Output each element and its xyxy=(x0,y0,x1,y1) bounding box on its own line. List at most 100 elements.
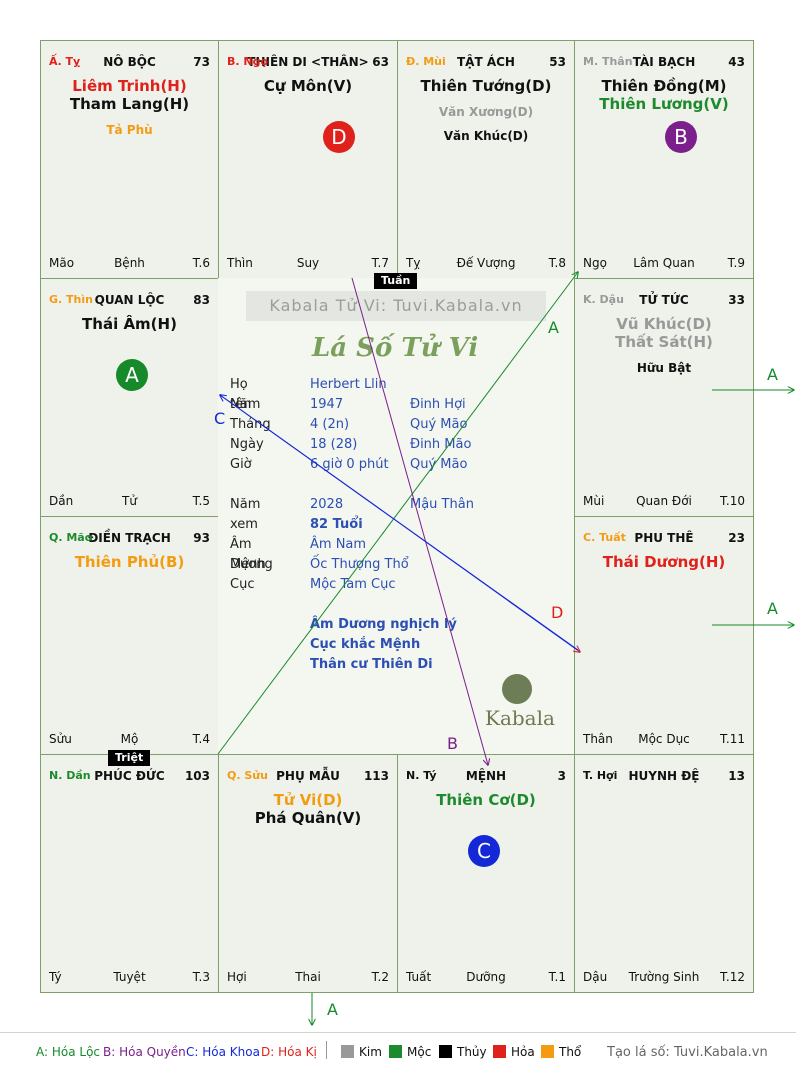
site-banner: Kabala Tử Vi: Tuvi.Kabala.vn xyxy=(246,291,546,321)
info-value: 82 Tuổi xyxy=(310,517,363,532)
tuan-tag: Tuần xyxy=(374,273,418,289)
palace-period: T.1 xyxy=(548,970,566,984)
palace-number: 113 xyxy=(363,769,389,783)
chart-note: Âm Dương nghịch lý xyxy=(310,617,457,632)
star-name: Thiên Cơ(D) xyxy=(436,791,536,809)
chart-note: Cục khắc Mệnh xyxy=(310,637,421,652)
palace-stage: Tuyệt xyxy=(113,970,146,984)
chart-notes: Âm Dương nghịch lý Cục khắc Mệnh Thân cư T… xyxy=(310,615,457,675)
star-name: Hữu Bật xyxy=(636,361,692,375)
info-canchi: Quý Mão xyxy=(410,457,468,472)
kabala-brand: Kabala xyxy=(485,706,555,730)
palace-stage: Bệnh xyxy=(114,256,145,270)
info-value: 1947 xyxy=(310,397,344,412)
info-label: Năm xyxy=(230,397,261,412)
palace-can-chi: B. Ngọ xyxy=(227,55,269,68)
moc-swatch xyxy=(389,1045,402,1058)
palace-name: PHÚC ĐỨC xyxy=(94,769,165,783)
palace-can-chi: G. Thìn xyxy=(49,293,93,306)
legend-site: Tạo lá số: Tuvi.Kabala.vn xyxy=(607,1045,768,1060)
palace-name: MỆNH xyxy=(465,769,507,783)
transformation-marker: D xyxy=(323,121,355,153)
info-canchi: Đinh Mão xyxy=(410,437,472,452)
star-name: Vũ Khúc(D) xyxy=(616,315,712,333)
transformation-marker: A xyxy=(116,359,148,391)
palace-period: T.8 xyxy=(548,256,566,270)
info-value: 2028 xyxy=(310,497,344,512)
palace-can-chi: N. Tý xyxy=(406,769,437,782)
palace-period: T.2 xyxy=(371,970,389,984)
chart-note: Thân cư Thiên Di xyxy=(310,657,433,672)
palace-number: 53 xyxy=(549,55,566,69)
palace-name: ĐIỀN TRẠCH xyxy=(88,531,171,545)
info-value: 18 (28) xyxy=(310,437,358,452)
palace-number: 23 xyxy=(728,531,745,545)
palace-stage: Tử xyxy=(122,494,137,508)
palace-period: T.5 xyxy=(192,494,210,508)
palace-footer: Suy Thìn T.7 xyxy=(227,256,389,272)
palace-name: THIÊN DI <THÂN> xyxy=(247,55,369,69)
info-value: Herbert Llin xyxy=(310,377,387,392)
palace-cell: PHỤ MẪU Q. Sửu 113 Tử Vi(D) Phá Quân(V) Thai H… xyxy=(218,754,398,993)
info-canchi: Đinh Hợi xyxy=(410,397,466,412)
palace-header: PHU THÊ C. Tuất 23 xyxy=(583,531,745,547)
star-name: Thiên Lương(V) xyxy=(599,95,729,113)
star-name: Thất Sát(H) xyxy=(615,333,713,351)
palace-period: T.3 xyxy=(192,970,210,984)
palace-footer: Bệnh Mão T.6 xyxy=(49,256,210,272)
palace-header: TÀI BẠCH M. Thân 43 xyxy=(583,55,745,71)
star-name: Thái Dương(H) xyxy=(602,553,726,571)
star-name: Văn Khúc(D) xyxy=(443,129,529,143)
palace-header: TẬT ÁCH Đ. Mùi 53 xyxy=(406,55,566,71)
palace-period: T.10 xyxy=(720,494,745,508)
palace-header: ĐIỀN TRẠCH Q. Mão 93 xyxy=(49,531,210,547)
palace-cell: THIÊN DI <THÂN> B. Ngọ 63 Cự Môn(V) D Suy Thìn… xyxy=(218,40,398,279)
legend-hoa-quyen: B: Hóa Quyền xyxy=(103,1045,186,1059)
legend-tho: Thổ xyxy=(541,1045,581,1059)
legend-hoa: Hỏa xyxy=(493,1045,535,1059)
palace-footer: Trường Sinh Dậu T.12 xyxy=(583,970,745,986)
palace-cell: MỆNH N. Tý 3 Thiên Cơ(D) C Dưỡng Tuất T.1 xyxy=(397,754,575,993)
palace-branch: Thìn xyxy=(227,256,253,270)
palace-number: 83 xyxy=(193,293,210,307)
palace-number: 13 xyxy=(728,769,745,783)
transformation-marker: B xyxy=(665,121,697,153)
palace-number: 103 xyxy=(184,769,210,783)
star-name: Văn Xương(D) xyxy=(438,105,534,119)
tho-swatch xyxy=(541,1045,554,1058)
palace-cell: HUYNH ĐỆ T. Hợi 13 Trường Sinh Dậu T.12 xyxy=(574,754,754,993)
palace-branch: Dậu xyxy=(583,970,608,984)
palace-stage: Mộc Dục xyxy=(638,732,690,746)
palace-stage: Đế Vượng xyxy=(456,256,516,270)
palace-can-chi: Ấ. Tỵ xyxy=(49,55,81,68)
palace-branch: Sửu xyxy=(49,732,72,746)
triet-tag: Triệt xyxy=(108,750,151,766)
palace-cell: TẬT ÁCH Đ. Mùi 53 Thiên Tướng(D) Văn Xương(D… xyxy=(397,40,575,279)
palace-branch: Dần xyxy=(49,494,74,508)
palace-can-chi: Q. Mão xyxy=(49,531,93,544)
palace-cell: NÔ BỘC Ấ. Tỵ 73 Liêm Trinh(H) Tham Lang(H) Tả… xyxy=(40,40,219,279)
palace-number: 43 xyxy=(728,55,745,69)
info-label: Mệnh xyxy=(230,557,266,572)
palace-can-chi: M. Thân xyxy=(583,55,633,68)
star-name: Tham Lang(H) xyxy=(69,95,190,113)
info-label: Giờ xyxy=(230,457,252,472)
star-name: Liêm Trinh(H) xyxy=(72,77,187,95)
palace-footer: Tuyệt Tý T.3 xyxy=(49,970,210,986)
legend-kim: Kim xyxy=(341,1045,382,1059)
palace-footer: Mộc Dục Thân T.11 xyxy=(583,732,745,748)
info-canchi: Quý Mão xyxy=(410,417,468,432)
info-value: 4 (2n) xyxy=(310,417,350,432)
palace-branch: Hợi xyxy=(227,970,247,984)
palace-name: TỬ TỨC xyxy=(639,293,689,307)
palace-cell: PHÚC ĐỨC N. Dần 103 Tuyệt Tý T.3 xyxy=(40,754,219,993)
palace-header: TỬ TỨC K. Dậu 33 xyxy=(583,293,745,309)
legend-hoa-khoa: C: Hóa Khoa xyxy=(186,1045,260,1059)
palace-stage: Suy xyxy=(296,256,320,270)
star-name: Tử Vi(D) xyxy=(273,791,343,809)
kim-swatch xyxy=(341,1045,354,1058)
palace-footer: Lâm Quan Ngọ T.9 xyxy=(583,256,745,272)
palace-footer: Thai Hợi T.2 xyxy=(227,970,389,986)
palace-branch: Ngọ xyxy=(583,256,607,270)
palace-branch: Thân xyxy=(583,732,613,746)
